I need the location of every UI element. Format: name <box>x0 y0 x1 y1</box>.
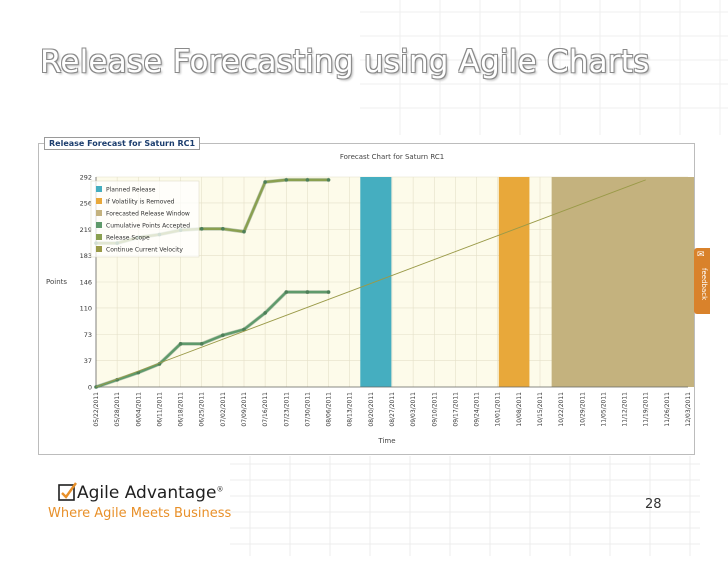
data-point-release-scope <box>263 180 267 184</box>
x-tick-label: 10/29/2011 <box>579 392 586 427</box>
x-tick-label: 06/18/2011 <box>178 392 185 427</box>
y-tick-label: 219 <box>80 226 92 234</box>
band-forecasted-release-window <box>551 177 700 387</box>
series-line-cumulative-points-accepted <box>95 290 329 389</box>
x-tick-label: 11/19/2011 <box>643 392 650 427</box>
chart-title: Forecast Chart for Saturn RC1 <box>340 153 444 161</box>
x-tick-label: 12/03/2011 <box>685 392 692 427</box>
legend-entry: Release Scope <box>106 235 150 242</box>
legend-swatch <box>96 222 102 228</box>
chart-panel-caption: Release Forecast for Saturn RC1 <box>44 137 201 150</box>
slide-title: Release Forecasting using Agile Charts <box>40 44 650 80</box>
x-tick-label: 11/26/2011 <box>664 392 671 427</box>
x-tick-label: 05/28/2011 <box>114 392 121 427</box>
y-tick-label: 110 <box>80 304 92 312</box>
x-tick-label: 09/17/2011 <box>452 392 459 427</box>
data-point-release-scope <box>284 178 289 182</box>
x-tick-label: 07/16/2011 <box>262 392 269 427</box>
feedback-label: feedback <box>700 268 708 301</box>
x-tick-label: 10/22/2011 <box>558 392 565 427</box>
x-tick-label: 11/05/2011 <box>600 392 607 427</box>
x-tick-label: 10/15/2011 <box>537 392 544 427</box>
x-tick-label: 08/13/2011 <box>347 392 354 427</box>
x-tick-label: 11/12/2011 <box>622 392 629 427</box>
x-axis-label: Time <box>377 437 395 445</box>
x-tick-label: 06/11/2011 <box>156 392 163 427</box>
x-tick-label: 09/24/2011 <box>474 392 481 427</box>
x-tick-label: 08/06/2011 <box>326 392 333 427</box>
data-point-cumulative-points-accepted <box>178 342 183 346</box>
legend-box <box>90 180 200 258</box>
logo-checkbox-icon <box>58 482 77 501</box>
x-tick-label: 08/20/2011 <box>368 392 375 427</box>
data-point-cumulative-points-accepted <box>199 342 204 346</box>
band-if-volatility-is-removed <box>498 177 530 387</box>
x-tick-label: 08/27/2011 <box>389 392 396 427</box>
x-tick-label: 07/30/2011 <box>304 392 311 427</box>
background-grid-bottom <box>230 456 700 556</box>
logo-tagline: Where Agile Meets Business <box>48 506 232 521</box>
y-tick-label: 292 <box>80 174 92 182</box>
data-point-cumulative-points-accepted <box>263 311 267 315</box>
feedback-tab[interactable]: ✉ feedback <box>694 248 710 314</box>
legend-swatch <box>96 234 102 240</box>
data-point-release-scope <box>199 226 204 231</box>
legend-entry: Continue Current Velocity <box>106 247 183 254</box>
logo-trademark: ® <box>216 485 224 494</box>
x-tick-label: 09/10/2011 <box>431 392 438 427</box>
legend-entry: Forecasted Release Window <box>106 211 190 218</box>
x-tick-label: 09/03/2011 <box>410 392 417 427</box>
series-line-continue-current-velocity <box>95 179 646 388</box>
legend-swatch <box>96 186 102 192</box>
legend-swatch <box>96 246 102 252</box>
x-tick-label: 05/22/2011 <box>93 392 100 427</box>
legend-swatch <box>96 210 102 216</box>
feedback-icon: ✉ <box>697 250 705 260</box>
y-tick-label: 0 <box>88 384 92 392</box>
y-tick-label: 73 <box>84 331 92 339</box>
x-tick-label: 06/25/2011 <box>199 392 206 427</box>
legend-entry: Cumulative Points Accepted <box>106 223 190 230</box>
data-point-cumulative-points-accepted <box>326 290 331 294</box>
data-point-release-scope <box>305 178 310 182</box>
data-point-release-scope <box>326 178 331 182</box>
data-point-cumulative-points-accepted <box>305 290 310 294</box>
page-number: 28 <box>645 497 662 512</box>
legend-swatch <box>96 198 102 204</box>
legend-entry: Planned Release <box>106 187 156 194</box>
logo-name: Agile Advantage® <box>77 483 223 503</box>
chart-panel: Forecast Chart for Saturn RC1 0 37 73 110 146… <box>38 143 700 455</box>
x-tick-label: 06/04/2011 <box>135 392 142 427</box>
x-tick-label: 10/08/2011 <box>516 392 523 427</box>
x-tick-label: 07/02/2011 <box>220 392 227 427</box>
y-tick-label: 183 <box>80 252 92 260</box>
forecast-chart: Forecast Chart for Saturn RC1 0 37 73 110 146… <box>46 153 700 445</box>
x-tick-label: 07/23/2011 <box>283 392 290 427</box>
y-axis-label: Points <box>46 278 67 286</box>
data-point-cumulative-points-accepted <box>221 333 225 338</box>
legend-entry: If Volatility is Removed <box>106 199 175 206</box>
background-grid-top <box>360 0 728 135</box>
x-tick-label: 07/09/2011 <box>241 392 248 427</box>
data-point-release-scope <box>242 229 246 234</box>
chart-legend: Planned Release If Volatility is Removed F… <box>90 180 200 258</box>
data-point-cumulative-points-accepted <box>242 327 246 332</box>
y-tick-label: 37 <box>84 357 92 365</box>
y-tick-label: 146 <box>80 279 92 287</box>
y-tick-label: 256 <box>80 199 92 207</box>
x-tick-label: 10/01/2011 <box>495 392 502 427</box>
logo-name-text: Agile Advantage <box>77 483 217 503</box>
data-point-cumulative-points-accepted <box>284 290 289 294</box>
data-point-release-scope <box>221 226 225 231</box>
